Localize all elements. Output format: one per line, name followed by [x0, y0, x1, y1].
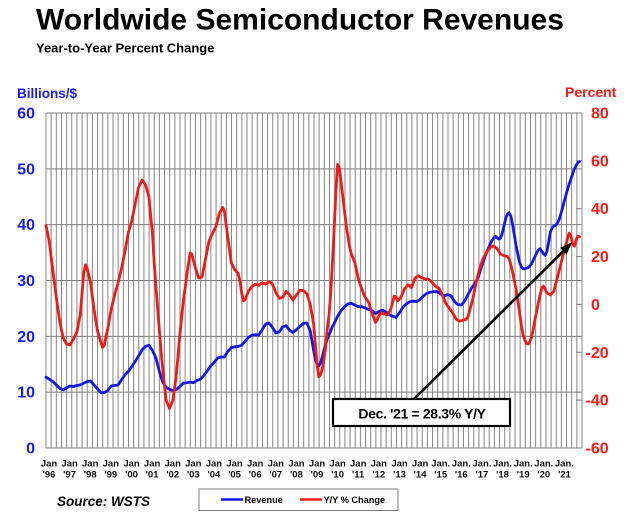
svg-text:Jan: Jan	[103, 459, 120, 470]
svg-text:'17: '17	[475, 470, 488, 481]
svg-text:Jan: Jan	[206, 459, 223, 470]
svg-text:Jan: Jan	[288, 459, 305, 470]
svg-text:40: 40	[17, 217, 35, 234]
svg-text:-40: -40	[586, 393, 609, 410]
svg-text:Billions/$: Billions/$	[17, 86, 78, 101]
svg-text:'13: '13	[393, 470, 406, 481]
svg-text:Jan: Jan	[350, 459, 367, 470]
svg-text:60: 60	[591, 153, 609, 170]
svg-text:'03: '03	[187, 470, 200, 481]
svg-text:'99: '99	[104, 470, 117, 481]
svg-text:'10: '10	[331, 470, 344, 481]
svg-text:'19: '19	[517, 470, 530, 481]
svg-text:'16: '16	[455, 470, 468, 481]
svg-text:'20: '20	[537, 470, 550, 481]
svg-text:Jan: Jan	[144, 459, 161, 470]
svg-text:30: 30	[17, 273, 35, 290]
svg-text:Jan: Jan	[185, 459, 202, 470]
svg-text:'05: '05	[228, 470, 242, 481]
svg-text:20: 20	[591, 249, 609, 266]
svg-text:'11: '11	[352, 470, 365, 481]
svg-text:Jan: Jan	[391, 459, 408, 470]
svg-text:'04: '04	[207, 470, 221, 481]
svg-text:Jan.: Jan.	[472, 459, 491, 470]
svg-text:80: 80	[591, 106, 609, 123]
svg-text:'01: '01	[146, 470, 160, 481]
svg-text:Jan.: Jan.	[534, 459, 553, 470]
svg-text:Jan: Jan	[268, 459, 285, 470]
svg-text:Jan: Jan	[61, 459, 78, 470]
svg-text:Dec. '21 = 28.3% Y/Y: Dec. '21 = 28.3% Y/Y	[358, 406, 486, 422]
svg-text:20: 20	[17, 329, 35, 346]
svg-text:-20: -20	[586, 345, 609, 362]
svg-text:'97: '97	[63, 470, 76, 481]
svg-text:'08: '08	[290, 470, 303, 481]
svg-text:Jan.: Jan.	[555, 459, 574, 470]
svg-text:'96: '96	[43, 470, 56, 481]
svg-text:'98: '98	[84, 470, 97, 481]
svg-text:0: 0	[26, 441, 35, 458]
svg-text:Jan: Jan	[371, 459, 388, 470]
svg-text:'18: '18	[496, 470, 509, 481]
svg-text:Jan.: Jan.	[431, 459, 450, 470]
svg-text:Jan: Jan	[309, 459, 326, 470]
svg-text:Jan: Jan	[123, 459, 140, 470]
svg-text:'00: '00	[125, 470, 138, 481]
svg-text:'09: '09	[311, 470, 324, 481]
svg-text:50: 50	[17, 161, 35, 178]
svg-text:Jan: Jan	[82, 459, 99, 470]
svg-text:Jan.: Jan.	[493, 459, 512, 470]
svg-text:'02: '02	[166, 470, 179, 481]
svg-text:Percent: Percent	[565, 84, 617, 100]
svg-text:Worldwide Semiconductor Revenu: Worldwide Semiconductor Revenues	[36, 4, 564, 37]
svg-text:Year-to-Year Percent Change: Year-to-Year Percent Change	[36, 41, 214, 56]
svg-text:Revenue: Revenue	[245, 495, 283, 505]
svg-text:40: 40	[591, 201, 609, 218]
svg-text:'07: '07	[269, 470, 282, 481]
svg-text:-60: -60	[586, 441, 609, 458]
svg-text:Source: WSTS: Source: WSTS	[57, 494, 150, 509]
svg-text:Jan: Jan	[412, 459, 429, 470]
svg-text:Jan: Jan	[165, 459, 182, 470]
svg-text:Y/Y % Change: Y/Y % Change	[324, 495, 386, 505]
svg-text:Jan.: Jan.	[514, 459, 533, 470]
svg-text:Jan: Jan	[247, 459, 264, 470]
svg-text:10: 10	[17, 385, 35, 402]
svg-text:'06: '06	[249, 470, 262, 481]
svg-text:Jan: Jan	[226, 459, 243, 470]
svg-text:Jan: Jan	[41, 459, 58, 470]
svg-text:60: 60	[17, 106, 35, 123]
svg-text:Jan: Jan	[329, 459, 346, 470]
svg-text:'15: '15	[434, 470, 448, 481]
svg-text:0: 0	[591, 297, 600, 314]
svg-text:'21: '21	[558, 470, 572, 481]
svg-text:Jan.: Jan.	[452, 459, 471, 470]
svg-text:'14: '14	[414, 470, 428, 481]
svg-text:'12: '12	[372, 470, 385, 481]
